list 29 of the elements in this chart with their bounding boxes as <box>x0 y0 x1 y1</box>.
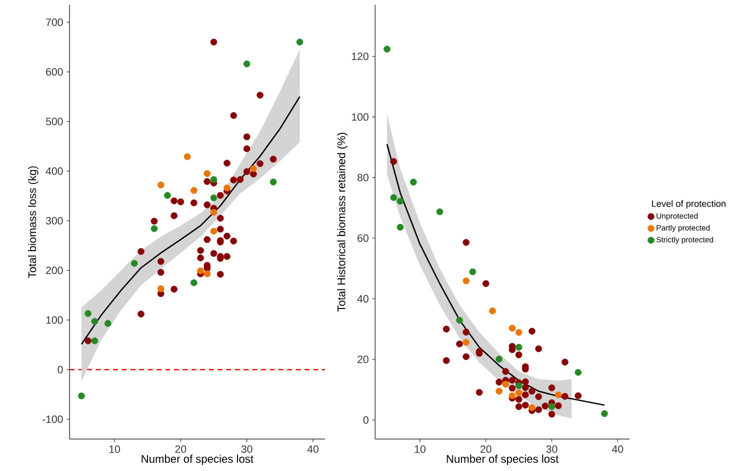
y-tick-label: -100 <box>42 415 63 423</box>
x-tick-label: 40 <box>612 445 624 453</box>
y-tick-label: 700 <box>46 18 63 26</box>
x-axis-title: Number of species lost <box>446 454 559 465</box>
y-tick-label: 20 <box>358 356 368 364</box>
y-tick-label: 500 <box>46 118 63 126</box>
x-tick-label: 20 <box>175 445 186 453</box>
y-tick-label: 0 <box>58 366 63 374</box>
y-tick-label: 60 <box>358 234 368 242</box>
y-tick-label: 80 <box>358 174 368 182</box>
x-tick-label: 30 <box>546 445 558 453</box>
y-tick-label: 600 <box>46 68 63 76</box>
y-tick-label: 100 <box>352 113 368 121</box>
y-axis-title: Total biomass loss (kg) <box>28 166 38 278</box>
x-tick-label: 10 <box>109 445 120 453</box>
x-tick-label: 40 <box>307 445 318 453</box>
x-tick-label: 20 <box>480 445 492 453</box>
legend-title: Level of protection <box>652 200 726 209</box>
y-tick-label: 0 <box>363 416 368 424</box>
y-axis-title: Total Historical biomass retained (%) <box>337 132 348 312</box>
y-tick-label: 300 <box>46 216 63 224</box>
x-tick-label: 10 <box>414 445 426 453</box>
y-tick-label: 400 <box>46 167 63 175</box>
x-tick-label: 30 <box>241 445 252 453</box>
y-tick-label: 200 <box>46 266 63 274</box>
y-tick-label: 40 <box>357 295 368 303</box>
y-tick-label: 120 <box>352 52 368 60</box>
x-axis-title: Number of species lost <box>142 454 254 465</box>
y-tick-label: 100 <box>46 316 63 324</box>
